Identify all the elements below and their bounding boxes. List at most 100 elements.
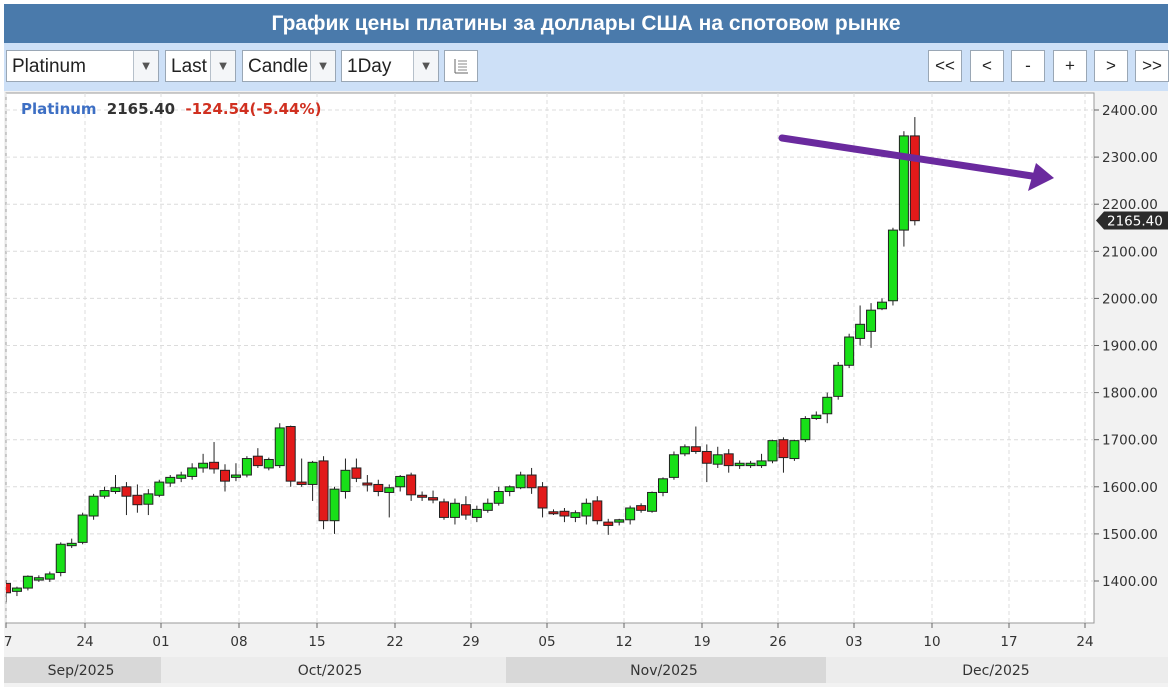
candle-body — [121, 486, 132, 497]
candlestick-chart[interactable]: 1400.00 1500.00 1600.00 1700.00 1800.00 1900.… — [0, 91, 1168, 687]
candle — [121, 482, 132, 516]
y-tick-label: 1400.00 — [1102, 574, 1158, 590]
candle — [187, 463, 198, 480]
chevron-down-icon[interactable]: ▼ — [133, 51, 158, 81]
month-axis: Sep/2025 Oct/2025 Nov/2025 Dec/2025 — [4, 657, 1168, 683]
candle — [866, 303, 877, 348]
chevron-down-icon[interactable]: ▼ — [210, 51, 235, 81]
candle-body — [99, 490, 110, 497]
candle — [712, 446, 723, 468]
candle-body — [460, 504, 471, 516]
candle — [482, 498, 493, 513]
candle — [154, 479, 165, 498]
legend-last-price: 2165.40 — [107, 100, 175, 118]
scroll-right-button[interactable]: > — [1094, 50, 1128, 82]
scroll-end-button[interactable]: >> — [1135, 50, 1169, 82]
interval-select[interactable]: 1Day ▼ — [341, 50, 439, 82]
month-label: Dec/2025 — [962, 663, 1029, 679]
candle-body — [471, 508, 482, 518]
candle — [263, 457, 274, 471]
last-price-label: 2165.40 — [1107, 213, 1163, 229]
candle — [77, 512, 88, 545]
candle — [55, 542, 66, 577]
x-tick-label: 03 — [845, 634, 862, 650]
candle — [428, 490, 439, 504]
arrow-shaft — [778, 134, 1036, 180]
candle-body — [318, 460, 329, 522]
candle-body — [274, 427, 285, 467]
candle-body — [636, 505, 647, 511]
candle — [745, 460, 756, 468]
x-tick-label: 12 — [615, 634, 632, 650]
zoom-in-button[interactable]: + — [1053, 50, 1087, 82]
legend-change: -124.54(-5.44%) — [185, 100, 321, 118]
month-strip — [161, 657, 506, 683]
chart-style-select-value: Candle — [248, 56, 309, 77]
candle-body — [33, 577, 44, 581]
candle-body — [767, 440, 778, 462]
candle — [198, 453, 209, 473]
candle-body — [668, 454, 679, 478]
candle-body — [395, 475, 406, 488]
symbol-select[interactable]: Platinum ▼ — [6, 50, 159, 82]
candle — [406, 472, 417, 501]
candle-body — [789, 440, 800, 460]
zoom-out-button[interactable]: - — [1011, 50, 1045, 82]
candle — [252, 448, 263, 468]
x-tick-label: 10 — [923, 634, 940, 650]
month-strip — [506, 657, 826, 683]
candle — [66, 538, 77, 549]
candle — [723, 449, 734, 473]
y-tick-label: 1900.00 — [1102, 339, 1158, 355]
candle-body — [329, 488, 340, 522]
candle-body — [526, 474, 537, 489]
candle-body — [515, 474, 526, 489]
candle-body — [66, 542, 77, 547]
candle-body — [482, 502, 493, 511]
x-tick-label: 01 — [152, 634, 169, 650]
candle — [603, 518, 614, 535]
candle-body — [504, 486, 515, 493]
candle — [548, 509, 559, 516]
price-field-select[interactable]: Last ▼ — [165, 50, 236, 82]
indicators-button[interactable] — [444, 50, 478, 82]
x-tick-label: 08 — [230, 634, 247, 650]
candle — [417, 491, 428, 501]
month-label: Nov/2025 — [630, 663, 698, 679]
x-tick-label: 24 — [1076, 634, 1093, 650]
candle — [209, 442, 220, 474]
candle — [285, 425, 296, 487]
candle — [351, 458, 362, 483]
candle-body — [77, 514, 88, 543]
candle-body — [592, 500, 603, 522]
candle — [44, 571, 55, 582]
candle — [340, 458, 351, 499]
candle-body — [351, 467, 362, 479]
y-tick-label: 1600.00 — [1102, 480, 1158, 496]
candle — [778, 437, 789, 473]
candle — [318, 456, 329, 530]
chart-style-select[interactable]: Candle ▼ — [242, 50, 336, 82]
chart-area: 1400.00 1500.00 1600.00 1700.00 1800.00 1900.… — [0, 91, 1168, 687]
scroll-start-button[interactable]: << — [928, 50, 962, 82]
legend: Platinum 2165.40 -124.54(-5.44%) — [21, 100, 321, 118]
candle — [877, 298, 887, 311]
candle-body — [11, 587, 22, 592]
indicators-icon — [454, 59, 468, 74]
chevron-down-icon[interactable]: ▼ — [310, 51, 335, 81]
candle-body — [745, 462, 756, 467]
candle-body — [898, 135, 909, 231]
symbol-select-value: Platinum — [12, 56, 86, 77]
candle — [592, 496, 603, 525]
scroll-left-button[interactable]: < — [970, 50, 1004, 82]
candle-body — [241, 458, 252, 476]
candle — [515, 471, 526, 490]
candle-body — [44, 573, 55, 580]
candle-body — [439, 501, 449, 518]
candle-body — [679, 446, 690, 455]
y-axis: 1400.00 1500.00 1600.00 1700.00 1800.00 1900.… — [1094, 103, 1168, 590]
candle — [493, 486, 504, 506]
chevron-down-icon[interactable]: ▼ — [413, 51, 438, 81]
candle-body — [209, 461, 220, 470]
candle-body — [877, 301, 887, 310]
